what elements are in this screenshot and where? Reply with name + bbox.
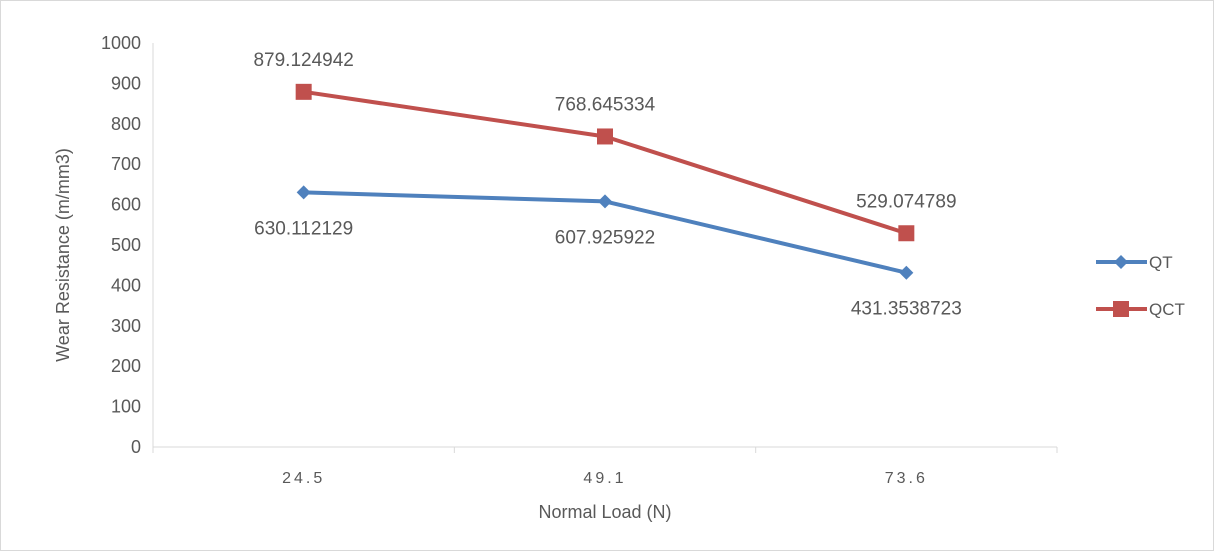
data-label-qct: 768.645334 — [555, 94, 656, 115]
data-point-qct — [898, 225, 915, 242]
data-label-qt: 607.925922 — [555, 227, 655, 248]
legend-marker — [1113, 301, 1129, 317]
y-tick-label: 900 — [111, 73, 141, 93]
x-tick-label: 24.5 — [282, 470, 325, 487]
y-tick-label: 1000 — [101, 33, 141, 53]
x-tick-label: 73.6 — [885, 470, 928, 487]
data-label-qct: 879.124942 — [253, 50, 353, 71]
legend-marker — [1114, 255, 1128, 269]
legend-label: QT — [1149, 253, 1173, 272]
data-point-qt — [296, 185, 311, 200]
data-point-qct — [597, 128, 613, 145]
legend-label: QCT — [1149, 300, 1185, 319]
y-tick-label: 0 — [131, 437, 141, 457]
data-point-qct — [295, 83, 312, 100]
legend: QT QCT — [1096, 253, 1185, 319]
series-layer — [295, 83, 915, 280]
data-label-qt: 431.3538723 — [851, 299, 962, 320]
y-tick-label: 200 — [111, 356, 141, 376]
y-tick-label: 800 — [111, 114, 141, 134]
y-tick-label: 300 — [111, 316, 141, 336]
data-label-qt: 630.112129 — [254, 218, 353, 239]
legend-item-qct: QCT — [1096, 300, 1185, 319]
x-axis-title: Normal Load (N) — [538, 502, 671, 522]
x-axis: 24.5 49.1 73.6 — [152, 446, 1058, 487]
data-labels: 630.112129 607.925922 431.3538723 879.12494… — [253, 50, 961, 320]
x-tick-label: 49.1 — [583, 470, 626, 487]
y-tick-label: 600 — [111, 195, 141, 215]
data-label-qct: 529.074789 — [856, 191, 956, 212]
y-axis: 0 100 200 300 400 500 600 700 800 900 1000 — [101, 33, 154, 457]
y-tick-label: 700 — [111, 154, 141, 174]
data-point-qt — [899, 265, 914, 280]
y-tick-label: 100 — [111, 397, 141, 417]
y-tick-label: 500 — [111, 235, 141, 255]
y-axis-title: Wear Resistance (m/mm3) — [53, 148, 73, 362]
y-tick-label: 400 — [111, 275, 141, 295]
data-point-qt — [598, 194, 612, 209]
legend-item-qt: QT — [1096, 253, 1173, 272]
